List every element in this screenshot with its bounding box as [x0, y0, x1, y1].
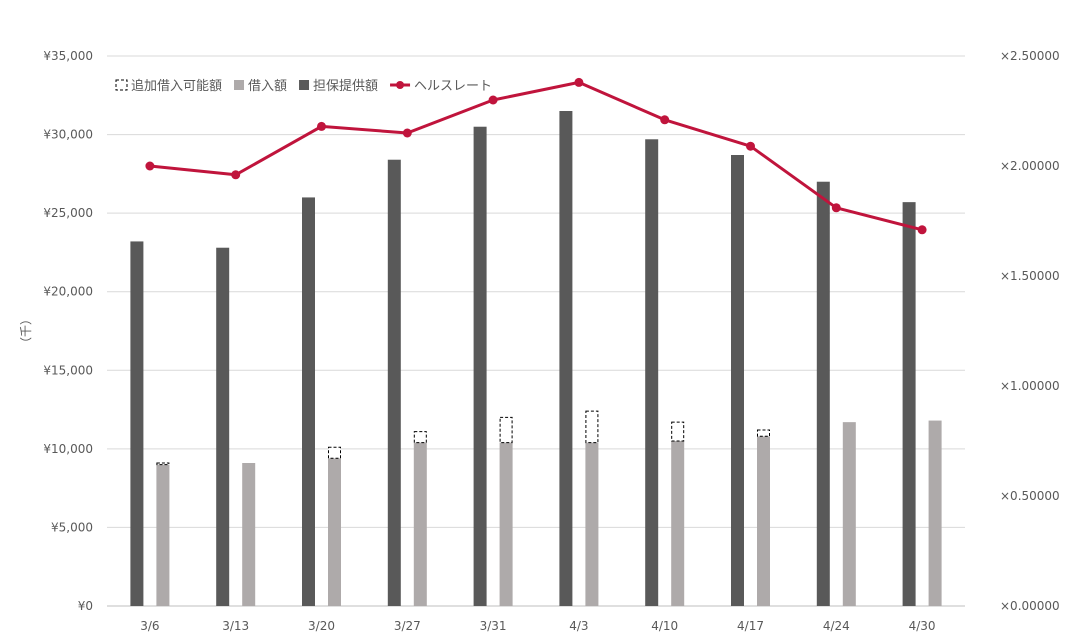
y-left-axis-title: （千） — [19, 313, 33, 349]
x-tick-label: 3/6 — [140, 619, 159, 633]
loan-bar — [499, 442, 513, 606]
health-rate-point — [231, 170, 241, 180]
health-rate-point — [317, 121, 326, 131]
loan-bar — [413, 442, 427, 606]
loan-bar — [671, 441, 685, 606]
y-right-tick-label: ×0.50000 — [1000, 489, 1060, 503]
y-left-tick-label: ¥15,000 — [43, 363, 93, 377]
loan-bar — [328, 458, 341, 606]
collateral-bar — [731, 155, 744, 606]
y-left-tick-label: ¥5,000 — [51, 520, 93, 534]
x-tick-label: 3/31 — [480, 619, 507, 633]
collateral-bar — [559, 111, 573, 606]
y-right-tick-label: ×1.00000 — [1000, 379, 1060, 393]
legend-swatch-health-point — [396, 81, 405, 89]
health-rate-point — [488, 95, 498, 105]
loan-bar — [156, 464, 170, 606]
y-left-tick-label: ¥35,000 — [43, 49, 93, 63]
loan-bar — [242, 463, 256, 606]
y-left-tick-label: ¥10,000 — [43, 442, 93, 456]
y-left-tick-label: ¥20,000 — [43, 285, 93, 299]
legend-swatch-additional — [115, 79, 128, 91]
x-tick-label: 3/13 — [222, 619, 249, 633]
additional-borrowable-segment — [757, 429, 770, 437]
bars — [130, 111, 942, 607]
legend-label: 担保提供額 — [313, 78, 378, 94]
additional-borrowable-segment — [671, 421, 685, 442]
y-right-tick-label: ×2.50000 — [1000, 49, 1060, 63]
x-tick-label: 3/27 — [394, 619, 421, 633]
gridlines — [107, 55, 965, 607]
additional-borrowable-segment — [585, 410, 599, 444]
collateral-bar — [902, 202, 916, 606]
x-tick-label: 3/20 — [308, 619, 335, 633]
y-right-tick-label: ×1.50000 — [1000, 269, 1060, 283]
collateral-bar — [302, 197, 315, 606]
y-right-tick-label: ×2.00000 — [1000, 159, 1060, 173]
x-tick-label: 4/24 — [823, 619, 850, 633]
collateral-bar — [216, 247, 230, 606]
loan-bar — [757, 436, 770, 606]
collateral-bar — [645, 139, 659, 607]
axes: ¥0 ¥5,000 ¥10,000 ¥15,000 ¥20,000 ¥25,000 ¥30,… — [19, 49, 1060, 633]
additional-borrowable-segment — [499, 416, 513, 444]
additional-borrowable-segment — [328, 446, 341, 459]
x-tick-label: 4/30 — [909, 619, 936, 633]
collateral-bar — [473, 126, 487, 606]
loan-bar — [585, 442, 599, 606]
legend-label: 借入額 — [248, 79, 287, 94]
health-rate-point — [145, 161, 155, 171]
health-rate-point — [574, 77, 584, 87]
health-rate-polyline — [149, 80, 923, 232]
y-left-tick-label: ¥0 — [78, 599, 93, 613]
legend-label: ヘルスレート — [414, 79, 492, 94]
collateral-bar — [387, 159, 401, 606]
collateral-bar — [816, 181, 830, 606]
health-rate-point — [917, 225, 927, 235]
x-tick-label: 4/10 — [651, 619, 678, 633]
health-rate-point — [831, 203, 841, 213]
health-rate-point — [660, 115, 670, 125]
legend: 追加借入可能額 借入額 担保提供額 ヘルスレート — [115, 78, 492, 94]
health-rate-point — [402, 128, 412, 138]
legend-swatch-collateral — [299, 80, 310, 90]
x-tick-label: 4/17 — [737, 619, 764, 633]
collateral-bar — [130, 241, 144, 606]
additional-borrowable-segment — [413, 431, 427, 444]
loan-bar — [842, 422, 856, 606]
health-rate-point — [746, 141, 755, 151]
y-left-tick-label: ¥25,000 — [43, 206, 93, 220]
loan-bar — [928, 420, 942, 606]
legend-label: 追加借入可能額 — [131, 78, 222, 94]
health-rate-line — [145, 77, 927, 235]
x-tick-label: 4/3 — [569, 619, 588, 633]
y-left-tick-label: ¥30,000 — [43, 128, 93, 142]
legend-swatch-loan — [234, 80, 245, 90]
additional-borrowable-segment — [156, 462, 170, 466]
y-right-tick-label: ×0.00000 — [1000, 599, 1060, 613]
